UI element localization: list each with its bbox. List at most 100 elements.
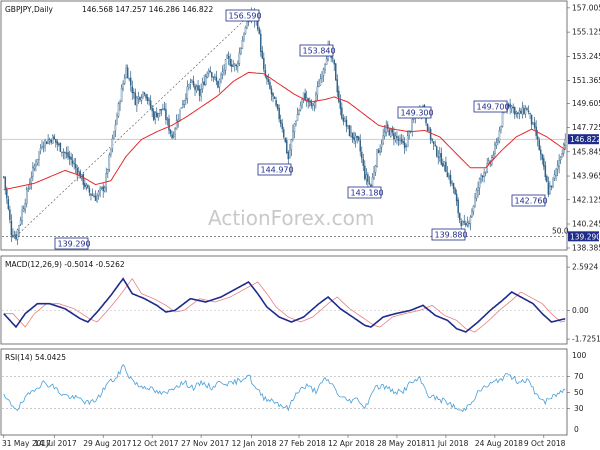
candle-body xyxy=(140,97,143,101)
candle-body xyxy=(362,159,365,166)
candle-body xyxy=(136,97,138,106)
candle-body xyxy=(523,108,525,114)
candle-body xyxy=(175,120,178,130)
candle-body xyxy=(338,90,340,102)
price-tick-label: 155.125 xyxy=(572,28,600,37)
candle-body xyxy=(73,163,75,165)
candle-body xyxy=(552,177,554,187)
candle-body xyxy=(377,150,380,154)
x-tick-label: 11 Jul 2018 xyxy=(426,439,469,448)
price-tick-label: 153.245 xyxy=(572,52,600,61)
candle-body xyxy=(88,188,91,193)
candle-body xyxy=(304,93,306,101)
candle-body xyxy=(494,144,496,155)
candle-body xyxy=(455,193,458,202)
candle-body xyxy=(276,104,279,109)
candle-body xyxy=(471,210,473,217)
candle-body xyxy=(192,81,195,86)
candle-body xyxy=(48,139,51,142)
candle-body xyxy=(4,176,7,189)
candle-body xyxy=(204,76,207,86)
candle-body xyxy=(84,183,86,187)
candle-body xyxy=(94,196,97,201)
candle-body xyxy=(182,104,184,108)
candle-body xyxy=(137,96,140,100)
candle-body xyxy=(214,76,216,78)
candle-body xyxy=(536,136,539,140)
price-tag-box xyxy=(568,231,599,242)
callout-label: 153.840 xyxy=(303,47,336,56)
candle-body xyxy=(256,20,259,29)
candle-body xyxy=(481,175,484,178)
candle-body xyxy=(3,176,5,178)
candle-body xyxy=(315,95,317,103)
macd-panel-frame xyxy=(0,255,568,345)
candle-body xyxy=(82,174,85,185)
candle-body xyxy=(16,229,19,240)
candle-body xyxy=(10,220,13,236)
candle-body xyxy=(238,52,241,64)
price-tick-label: 143.965 xyxy=(572,172,600,181)
price-gridlines: 50.0 xyxy=(2,138,569,237)
candle-body xyxy=(402,140,404,144)
candle-body xyxy=(74,163,77,169)
rsi-tick-label: 0 xyxy=(574,425,579,434)
candle-body xyxy=(24,203,26,210)
x-tick-label: 12 Apr 2018 xyxy=(328,439,375,448)
x-tick-label: 12 Jan 2018 xyxy=(232,439,277,448)
candle-body xyxy=(556,165,559,170)
callout-label: 144.970 xyxy=(261,166,294,175)
candle-body xyxy=(65,152,68,154)
candle-body xyxy=(278,108,280,120)
candle-body xyxy=(30,177,33,184)
candle-body xyxy=(21,210,23,221)
candle-body xyxy=(428,128,430,131)
candle-body xyxy=(461,220,464,226)
candle-body xyxy=(431,138,433,141)
candle-body xyxy=(116,115,118,125)
candle-body xyxy=(325,58,328,65)
candle-body xyxy=(76,167,78,175)
candle-body xyxy=(263,57,265,70)
candle-body xyxy=(195,86,198,91)
candle-body xyxy=(555,168,557,176)
candle-body xyxy=(460,221,462,227)
candle-body xyxy=(501,112,504,127)
candle-body xyxy=(532,122,534,125)
candle-body xyxy=(541,154,544,160)
candle-body xyxy=(298,110,300,115)
rsi-label: RSI(14) 54.0425 xyxy=(5,353,66,362)
candle-body xyxy=(342,117,345,122)
callout-box xyxy=(54,237,89,250)
candle-body xyxy=(553,174,556,179)
rsi-y-axis: 70 50 30 100 0 xyxy=(567,351,587,434)
candle-body xyxy=(171,134,173,139)
callout-label: 142.760 xyxy=(515,197,548,206)
candle-body xyxy=(133,92,135,94)
candle-body xyxy=(71,160,74,164)
candle-body xyxy=(200,89,202,97)
candle-body xyxy=(194,85,196,90)
candle-body xyxy=(41,146,43,148)
candle-body xyxy=(529,112,531,115)
candle-body xyxy=(42,146,45,148)
candle-body xyxy=(466,222,469,226)
candle-body xyxy=(313,102,316,106)
candle-body xyxy=(90,193,92,196)
rsi-tick-label: 70 xyxy=(574,372,584,381)
candle-body xyxy=(324,64,326,71)
candle-body xyxy=(99,188,101,191)
candle-body xyxy=(123,77,126,84)
candle-body xyxy=(85,184,88,188)
candle-body xyxy=(383,131,386,137)
candle-body xyxy=(361,151,363,159)
candle-body xyxy=(33,165,36,169)
candle-body xyxy=(292,130,294,140)
candle-body xyxy=(339,100,342,109)
candle-body xyxy=(435,146,438,157)
candle-body xyxy=(154,112,156,120)
candle-body xyxy=(486,163,488,172)
candle-body xyxy=(426,123,429,131)
price-tick-label: 145.845 xyxy=(572,147,600,156)
